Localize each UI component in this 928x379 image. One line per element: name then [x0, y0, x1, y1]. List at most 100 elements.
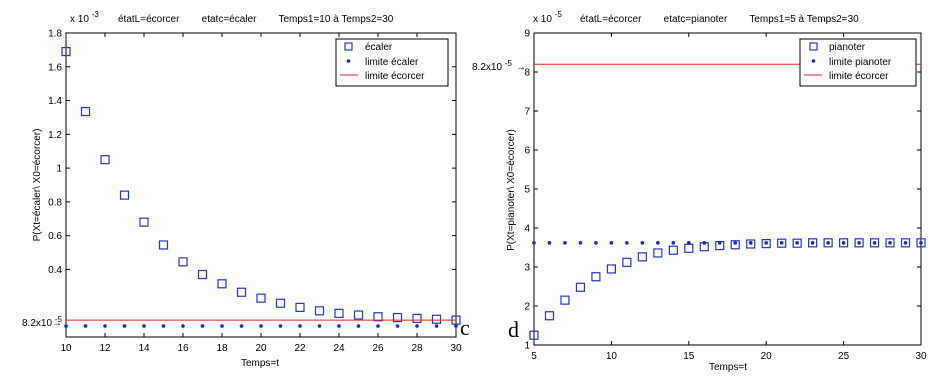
data-point-square-c — [100, 155, 110, 165]
x-tick-label-d: 25 — [838, 351, 850, 362]
y-tick-label-c: 0.4 — [48, 265, 62, 276]
data-point-square-d — [529, 330, 539, 340]
data-point-dot-c — [64, 324, 68, 328]
data-point-square-d — [838, 238, 849, 248]
data-point-dot-d — [872, 241, 877, 245]
y-tick-label-d: 4 — [524, 224, 530, 235]
x-tick-label-c: 10 — [60, 343, 72, 354]
data-point-square-c — [158, 240, 169, 250]
y-tick-label-d: 8 — [524, 68, 530, 79]
legend-entry-c-2: limite écaler — [365, 57, 419, 68]
data-point-square-c — [80, 106, 91, 117]
y-exponent-base-d: x 10 — [533, 14, 552, 25]
data-point-square-d — [761, 239, 771, 249]
series-c-1 — [61, 46, 461, 325]
y-tick-label-c: 1.2 — [48, 130, 62, 141]
reference-arrow-c: → — [52, 318, 62, 329]
data-point-dot-c — [395, 324, 400, 328]
plot-marks-c — [61, 46, 461, 328]
reference-arrow-d: → — [516, 62, 526, 73]
chart-panel-d: 5 10 15 20 25 30 1 2 3 4 5 6 7 8 9 x 10 -5 étatL=écorc… — [472, 10, 927, 373]
chart-title-d: étatL=écorcer etatc=pianoter Temps1=5 à … — [580, 14, 859, 25]
reference-label-power-c: -5 — [55, 315, 63, 324]
data-point-dot-d — [764, 241, 768, 245]
data-point-dot-c — [454, 324, 458, 328]
data-point-dot-d — [826, 241, 830, 245]
data-point-square-c — [295, 302, 305, 313]
data-point-dot-c — [181, 324, 185, 328]
data-point-dot-d — [748, 241, 753, 245]
data-point-dot-d — [841, 241, 846, 245]
y-exponent-d: x 10 -5 — [533, 10, 562, 25]
data-point-dot-c — [376, 324, 380, 328]
data-point-square-d — [653, 248, 663, 258]
data-point-dot-d — [702, 241, 707, 245]
data-point-dot-d — [919, 241, 923, 245]
data-point-square-d — [606, 264, 617, 274]
data-point-dot-d — [640, 241, 645, 245]
data-point-square-d — [730, 240, 740, 250]
data-point-dot-c — [337, 324, 341, 328]
chart-title-c: étatL=écorcer etatc=écaler Temps1=10 à T… — [118, 14, 394, 25]
legend-marker-square-c — [344, 42, 353, 51]
reference-label-base-d: 8.2x10 — [472, 62, 502, 73]
y-exponent-c: x 10 -3 — [70, 10, 99, 25]
x-tick-label-c: 30 — [450, 343, 462, 354]
y-tick-label-c: 1.6 — [48, 62, 62, 73]
data-point-dot-d — [547, 241, 552, 245]
panel-letter-c: c — [460, 315, 470, 340]
data-point-dot-d — [888, 241, 892, 245]
x-tick-label-c: 26 — [372, 343, 384, 354]
x-tick-label-c: 18 — [216, 343, 228, 354]
data-point-square-c — [275, 298, 286, 308]
data-point-dot-c — [161, 324, 166, 328]
data-point-square-c — [139, 217, 149, 227]
y-exponent-power-d: -5 — [555, 10, 563, 19]
x-tick-label-c: 28 — [411, 343, 423, 354]
y-tick-label-d: 6 — [524, 146, 530, 157]
data-point-square-d — [885, 238, 895, 248]
x-tick-label-c: 12 — [99, 343, 111, 354]
legend-marker-dot-d — [811, 59, 816, 63]
y-tick-label-c: 1.4 — [48, 96, 62, 107]
reference-label-d: 8.2x10 -5 — [472, 59, 512, 73]
data-point-dot-d — [903, 241, 908, 245]
y-exponent-base-c: x 10 — [70, 14, 89, 25]
x-tick-label-c: 24 — [333, 343, 345, 354]
data-point-square-d — [575, 282, 586, 292]
x-tick-label-d: 10 — [606, 351, 618, 362]
data-point-square-d — [544, 311, 555, 321]
y-tick-label-c: 0.8 — [48, 197, 62, 208]
reference-label-power-d: -5 — [505, 59, 513, 68]
x-tick-label-d: 15 — [683, 351, 695, 362]
data-point-square-d — [637, 252, 647, 262]
x-tick-label-d: 20 — [761, 351, 773, 362]
data-point-square-c — [334, 308, 344, 318]
legend-marker-dot-c — [346, 59, 351, 63]
legend-d: pianoter limite pianoter limite écorcer — [799, 38, 917, 87]
series-d-2 — [532, 241, 923, 245]
legend-c: écaler limite écaler limite écorcer — [335, 38, 449, 87]
data-point-dot-d — [625, 241, 629, 245]
chart-panel-c: 10 12 14 16 18 20 22 24 26 28 30 0.4 0.6 0.8 1 1.2 1.4 1.… — [22, 10, 470, 369]
data-point-square-d — [808, 238, 818, 248]
ticks-c: 10 12 14 16 18 20 22 24 26 28 30 0.4 0.6 0.8 1 1.2 1.4 1.… — [48, 29, 462, 355]
data-point-square-d — [792, 238, 802, 248]
data-point-dot-c — [239, 324, 244, 328]
data-point-square-c — [412, 313, 422, 324]
y-tick-label-d: 1 — [524, 341, 530, 352]
y-tick-label-d: 2 — [524, 302, 530, 313]
data-point-square-d — [591, 272, 601, 282]
data-point-dot-d — [857, 241, 861, 245]
legend-marker-square-d — [809, 42, 818, 51]
legend-entry-d-2: limite pianoter — [829, 57, 892, 68]
data-point-dot-c — [83, 324, 88, 328]
data-point-dot-c — [278, 324, 283, 328]
data-point-square-d — [777, 238, 787, 248]
data-point-dot-c — [103, 324, 107, 328]
data-point-square-c — [197, 269, 208, 280]
data-point-square-c — [236, 287, 247, 297]
data-point-square-c — [353, 310, 364, 320]
data-point-dot-d — [656, 241, 660, 245]
legend-entry-d-1: pianoter — [829, 42, 866, 53]
